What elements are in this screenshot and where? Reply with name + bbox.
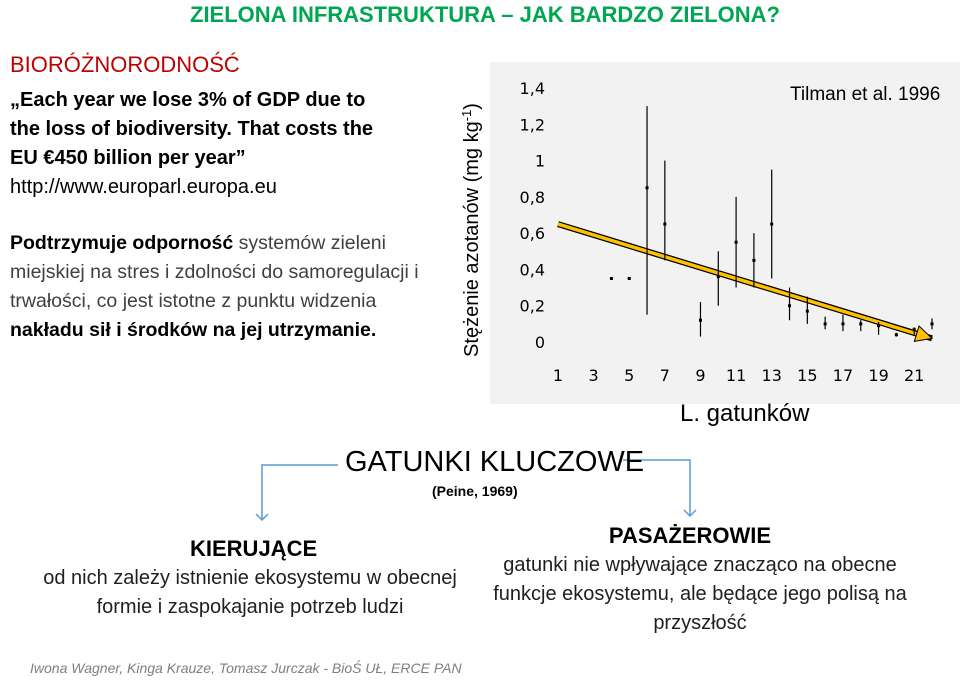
para-bold-1: Podtrzymuje odporność [10, 232, 234, 254]
biodiversity-quote: „Each year we lose 3% of GDP due to the … [10, 86, 450, 202]
x-tick-label: 9 [695, 366, 705, 385]
data-point [716, 275, 720, 279]
data-point [788, 304, 792, 308]
key-species-citation: (Peine, 1969) [432, 483, 518, 499]
x-tick-label: 21 [904, 366, 924, 385]
left-connector [255, 464, 338, 522]
x-tick-label: 13 [762, 366, 782, 385]
data-point [627, 277, 631, 280]
quote-line-2: the loss of biodiversity. That costs the [10, 118, 374, 140]
data-point [859, 322, 863, 326]
x-axis-label: L. gatunków [680, 400, 810, 427]
passengers-description: gatunki nie wpływające znacząco na obecn… [493, 554, 907, 634]
quote-line-1: „Each year we lose 3% of GDP due to [10, 89, 366, 111]
biodiversity-heading: BIORÓŻNORODNOŚĆ [10, 52, 240, 77]
data-point [770, 222, 774, 226]
data-point [609, 277, 613, 280]
data-point [698, 318, 702, 322]
trend-line [557, 222, 923, 338]
y-tick-label: 1,2 [520, 115, 545, 134]
trend-arrowhead [913, 325, 934, 342]
quote-line-3: EU €450 billion per year” [10, 147, 246, 169]
x-tick-label: 11 [726, 366, 746, 385]
source-url: http://www.europarl.europa.eu [10, 176, 277, 198]
page-title: ZIELONA INFRASTRUKTURA – JAK BARDZO ZIEL… [190, 2, 780, 27]
chart-panel [490, 62, 960, 404]
y-tick-label: 0 [535, 333, 545, 352]
data-point [877, 324, 881, 328]
passengers-title: PASAŻEROWIE [608, 523, 772, 548]
drivers-description: od nich zależy istnienie ekosystemu w ob… [43, 567, 457, 618]
resilience-paragraph: Podtrzymuje odporność systemów zieleni m… [10, 229, 450, 345]
x-tick-label: 7 [660, 366, 670, 385]
x-tick-label: 15 [797, 366, 817, 385]
y-tick-label: 0,6 [520, 224, 545, 243]
y-tick-label: 0,2 [520, 297, 545, 316]
y-tick-label: 0,8 [520, 188, 545, 207]
data-point [894, 333, 898, 337]
key-species-title: GATUNKI KLUCZOWE [345, 446, 645, 478]
para-bold-2: nakładu sił i środków na jej utrzymanie. [10, 319, 377, 341]
right-connector [623, 459, 697, 518]
data-point [930, 322, 934, 326]
data-point [752, 258, 756, 262]
data-point [645, 186, 649, 190]
data-point [841, 322, 845, 326]
citation-annotation: Tilman et al. 1996 [790, 84, 940, 105]
x-tick-label: 1 [553, 366, 563, 385]
x-tick-label: 5 [624, 366, 634, 385]
x-tick-label: 17 [833, 366, 853, 385]
para-text: systemów zieleni miejskiej na stres i zd… [10, 232, 419, 312]
data-point [805, 309, 809, 313]
footer-authors: Iwona Wagner, Kinga Krauze, Tomasz Jurcz… [30, 660, 462, 676]
data-point [823, 322, 827, 326]
drivers-title: KIERUJĄCE [190, 536, 318, 561]
y-tick-label: 1,4 [520, 79, 545, 98]
y-tick-label: 0,4 [520, 260, 545, 279]
y-axis-label-sup: -1 [459, 110, 474, 122]
nitrate-chart: Stężenie azotanów (mg kg-1) Tilman et al… [459, 79, 941, 385]
data-point [663, 222, 667, 226]
data-point [734, 240, 738, 244]
y-tick-label: 1 [535, 152, 545, 171]
x-tick-label: 3 [589, 366, 599, 385]
data-point [912, 327, 916, 331]
y-axis-label: Stężenie azotanów (mg kg-1) [459, 103, 484, 357]
x-tick-label: 19 [868, 366, 888, 385]
